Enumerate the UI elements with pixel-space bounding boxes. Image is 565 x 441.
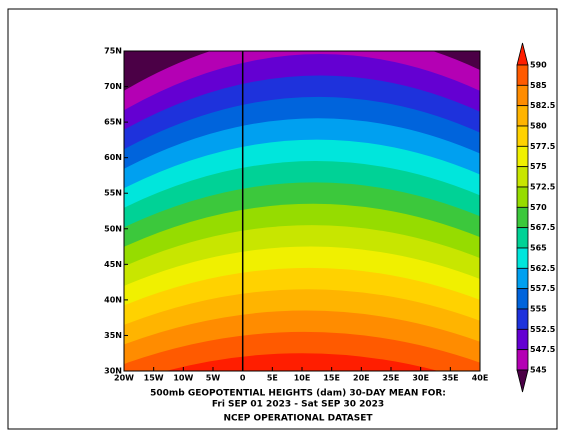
colorbar-box <box>516 328 529 351</box>
lon-label: 15W <box>144 374 164 383</box>
lat-label: 60N <box>104 153 122 162</box>
lon-label: 15E <box>323 374 340 383</box>
colorbar-label: 575 <box>530 162 547 171</box>
colorbar-label: 590 <box>530 61 547 70</box>
colorbar-label: 555 <box>530 305 547 314</box>
caption-line: 500mb GEOPOTENTIAL HEIGHTS (dam) 30-DAY … <box>150 389 446 399</box>
lon-label: 20E <box>353 374 370 383</box>
lon-label: 10E <box>294 374 311 383</box>
contour-bands <box>124 51 480 371</box>
colorbar: 590 585 582.5 580 577.5 575 572.5 570 567.5 565 56… <box>516 42 556 393</box>
colorbar-box <box>516 267 529 290</box>
colorbar-label: 547.5 <box>530 345 556 354</box>
colorbar-label: 557.5 <box>530 284 556 293</box>
colorbar-box <box>516 288 529 310</box>
lon-label: 25E <box>383 374 400 383</box>
colorbar-label: 567.5 <box>530 223 556 232</box>
lat-label: 70N <box>104 82 122 91</box>
colorbar-box <box>516 84 529 107</box>
colorbar-box <box>516 145 529 168</box>
lon-label: 5W <box>206 374 221 383</box>
colorbar-box <box>516 308 529 330</box>
colorbar-label: 552.5 <box>530 325 556 334</box>
colorbar-box <box>516 247 529 269</box>
band <box>165 353 439 371</box>
colorbar-label: 580 <box>530 122 547 131</box>
colorbar-box <box>516 105 529 127</box>
lon-label: 35E <box>442 374 459 383</box>
colorbar-box <box>516 125 529 147</box>
lat-label: 45N <box>104 260 122 269</box>
lon-label: 10W <box>173 374 193 383</box>
lat-label: 35N <box>104 331 122 340</box>
lat-label: 40N <box>104 295 122 304</box>
colorbar-arrow <box>516 369 529 393</box>
lon-label: 40E <box>472 374 489 383</box>
lon-label: 0 <box>240 374 246 383</box>
colorbar-box <box>516 186 529 208</box>
colorbar-label: 582.5 <box>530 101 556 110</box>
colorbar-box <box>516 349 529 371</box>
colorbar-label: 572.5 <box>530 183 556 192</box>
colorbar-box <box>516 227 529 249</box>
lat-label: 55N <box>104 189 122 198</box>
caption-line: Fri SEP 01 2023 - Sat SEP 30 2023 <box>212 400 384 410</box>
colorbar-label: 577.5 <box>530 142 556 151</box>
lat-label: 65N <box>104 118 122 127</box>
colorbar-label: 565 <box>530 244 547 253</box>
colorbar-box <box>516 166 529 188</box>
colorbar-label: 585 <box>530 81 547 90</box>
colorbar-label: 570 <box>530 203 547 212</box>
lat-label: 30N <box>104 367 122 376</box>
colorbar-label: 562.5 <box>530 264 556 273</box>
source: NCEP OPERATIONAL DATASET <box>223 414 373 424</box>
colorbar-box <box>516 64 529 86</box>
lon-label: 5E <box>267 374 278 383</box>
lat-label: 75N <box>104 47 122 56</box>
lat-label: 50N <box>104 224 122 233</box>
colorbar-box <box>516 206 529 229</box>
colorbar-label: 545 <box>530 366 547 375</box>
lon-label: 30E <box>412 374 429 383</box>
lon-label: 20W <box>114 374 134 383</box>
